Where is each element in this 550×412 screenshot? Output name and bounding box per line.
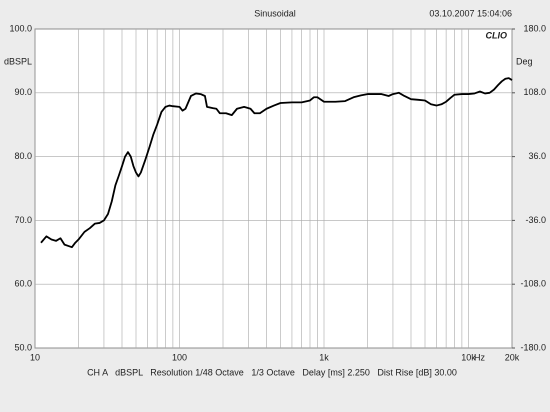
- x-tick-label: 100: [172, 352, 187, 362]
- x-tick-label: 10k: [461, 352, 476, 362]
- y-tick-label: 50.0: [14, 342, 32, 352]
- y2-tick-label: 36.0: [528, 151, 546, 161]
- y-tick-label: 90.0: [14, 87, 32, 97]
- chart-title: Sinusoidal: [254, 8, 296, 18]
- y2-tick-label: -108.0: [520, 279, 546, 289]
- x-tick-label: 10: [30, 352, 40, 362]
- y-tick-label: 60.0: [14, 279, 32, 289]
- y-tick-label: 70.0: [14, 215, 32, 225]
- data-line: [40, 77, 513, 249]
- timestamp: 03.10.2007 15:04:06: [429, 8, 512, 18]
- y-tick-label: 100.0: [9, 23, 32, 33]
- x-unit-label: Hz: [474, 352, 485, 362]
- x-tick-label: 1k: [319, 352, 329, 362]
- y2-tick-label: -180.0: [520, 342, 546, 352]
- brand: CLIO: [486, 30, 508, 40]
- y2-axis-label: Deg: [516, 56, 533, 66]
- y-axis-label: dBSPL: [4, 56, 32, 66]
- y2-tick-label: 180.0: [523, 23, 546, 33]
- y2-tick-label: -36.0: [525, 215, 546, 225]
- plot-area: [34, 28, 513, 349]
- x-tick-label: 20k: [505, 352, 520, 362]
- y-tick-label: 80.0: [14, 151, 32, 161]
- caption: CH A dBSPL Resolution 1/48 Octave 1/3 Oc…: [87, 367, 457, 377]
- y2-tick-label: 108.0: [523, 87, 546, 97]
